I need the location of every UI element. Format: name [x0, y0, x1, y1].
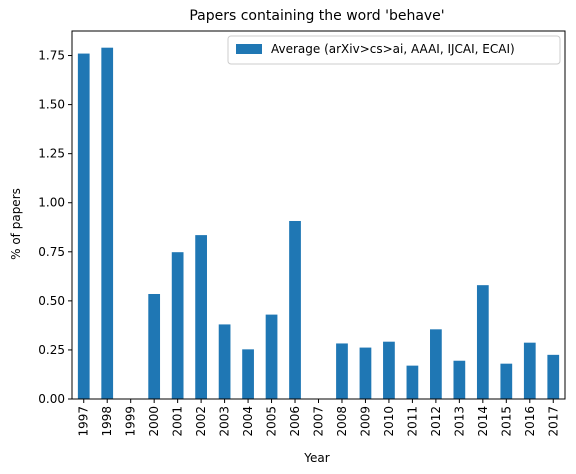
x-tick-label: 2006	[288, 406, 302, 437]
x-tick-label: 2002	[194, 406, 208, 437]
chart-title: Papers containing the word 'behave'	[189, 8, 444, 24]
bar-2012	[430, 329, 442, 399]
y-tick-label: 1.25	[38, 147, 65, 161]
y-tick-label: 0.75	[38, 245, 65, 259]
legend-label: Average (arXiv>cs>ai, AAAI, IJCAI, ECAI)	[271, 42, 515, 56]
x-tick-label: 2010	[382, 406, 396, 437]
x-tick-label: 2000	[147, 406, 161, 437]
bar-2004	[242, 349, 254, 399]
y-axis-label: % of papers	[9, 188, 23, 260]
bar-2002	[195, 235, 207, 399]
x-tick-label: 2015	[499, 406, 513, 437]
x-tick-label: 2009	[358, 406, 372, 437]
y-tick-label: 1.50	[38, 98, 65, 112]
bar-2008	[336, 343, 348, 399]
x-axis-label: Year	[303, 451, 329, 465]
y-tick-label: 0.25	[38, 343, 65, 357]
x-tick-label: 2003	[218, 406, 232, 437]
bars-group	[77, 47, 560, 399]
bar-1997	[77, 53, 90, 399]
x-tick-label: 2013	[452, 406, 466, 437]
y-tick-label: 1.75	[38, 49, 65, 63]
legend: Average (arXiv>cs>ai, AAAI, IJCAI, ECAI)	[227, 35, 561, 65]
bar-2010	[383, 341, 395, 399]
bar-2013	[453, 360, 466, 399]
bar-2017	[547, 354, 560, 399]
x-tick-label: 2008	[335, 406, 349, 437]
bar-2015	[500, 363, 513, 399]
y-axis: 0.00 0.25 0.50 0.75 1.00 1.25 1.50 1.75	[38, 49, 72, 406]
x-tick-label: 2005	[265, 406, 279, 437]
bar-1998	[101, 47, 114, 399]
legend-swatch	[236, 44, 262, 54]
x-tick-label: 1998	[100, 406, 114, 437]
x-tick-label: 2011	[405, 406, 419, 437]
x-axis: 1997 1998 1999 2000 2001 2002 2003 2004 2005 2006…	[77, 399, 560, 437]
y-tick-label: 0.50	[38, 294, 65, 308]
y-tick-label: 0.00	[38, 392, 65, 406]
x-tick-label: 2004	[241, 406, 255, 437]
x-tick-label: 2012	[429, 406, 443, 437]
bar-2000	[148, 293, 161, 399]
x-tick-label: 2014	[476, 406, 490, 437]
legend-box	[227, 35, 561, 65]
x-tick-label: 1999	[124, 406, 138, 437]
x-tick-label: 2016	[523, 406, 537, 437]
x-tick-label: 1997	[77, 406, 91, 437]
bar-2009	[359, 347, 372, 399]
x-tick-label: 2007	[312, 406, 326, 437]
y-tick-label: 1.00	[38, 196, 65, 210]
x-tick-label: 2017	[546, 406, 560, 437]
bar-2016	[523, 342, 536, 399]
bar-2011	[406, 365, 419, 399]
plot-frame	[71, 30, 566, 400]
bar-2001	[171, 252, 184, 399]
bar-2005	[265, 314, 278, 399]
bar-2003	[218, 324, 231, 399]
bar-2006	[289, 220, 301, 399]
bar-2014	[476, 285, 489, 399]
x-tick-label: 2001	[171, 406, 185, 437]
